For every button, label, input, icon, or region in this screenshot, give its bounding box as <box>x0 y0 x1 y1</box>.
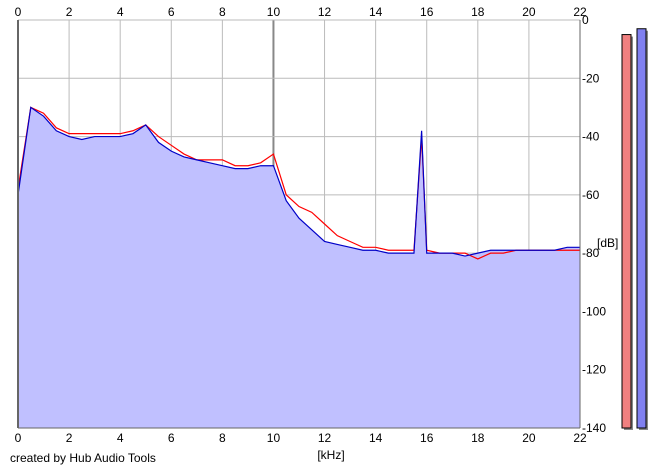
tick-labels: 002244668810101212141416161818202022220-… <box>15 5 607 445</box>
axes <box>17 20 581 429</box>
level-meters <box>621 28 648 430</box>
x-tick-bottom-10: 10 <box>267 431 281 445</box>
x-tick-bottom-14: 14 <box>369 431 383 445</box>
x-tick-top-22: 22 <box>573 5 587 19</box>
y-tick--60: -60 <box>582 188 600 202</box>
y-tick--100: -100 <box>582 304 606 318</box>
meter-bar-right <box>636 28 647 429</box>
x-tick-bottom-22: 22 <box>573 431 587 445</box>
x-tick-top-14: 14 <box>369 5 383 19</box>
series-lines <box>17 106 580 260</box>
x-tick-bottom-20: 20 <box>522 431 536 445</box>
spectrum-fill-area <box>18 107 580 428</box>
series-line-0 <box>17 106 580 260</box>
x-tick-bottom-2: 2 <box>66 431 73 445</box>
x-tick-top-16: 16 <box>420 5 434 19</box>
x-axis-label: [kHz] <box>317 448 344 462</box>
x-tick-bottom-12: 12 <box>318 431 332 445</box>
y-tick--140: -140 <box>582 421 606 435</box>
meter-bar-left <box>621 34 632 429</box>
x-tick-bottom-4: 4 <box>117 431 124 445</box>
x-tick-top-0: 0 <box>15 5 22 19</box>
x-tick-top-12: 12 <box>318 5 332 19</box>
y-tick--120: -120 <box>582 363 606 377</box>
y-tick-0: 0 <box>582 13 589 27</box>
x-tick-top-4: 4 <box>117 5 124 19</box>
x-tick-bottom-6: 6 <box>168 431 175 445</box>
x-tick-top-2: 2 <box>66 5 73 19</box>
x-tick-bottom-18: 18 <box>471 431 485 445</box>
x-tick-bottom-0: 0 <box>15 431 22 445</box>
x-tick-top-18: 18 <box>471 5 485 19</box>
x-tick-top-6: 6 <box>168 5 175 19</box>
series-line-1 <box>17 106 580 257</box>
y-tick--80: -80 <box>582 246 600 260</box>
y-axis-label: [dB] <box>597 236 618 250</box>
x-tick-bottom-16: 16 <box>420 431 434 445</box>
credit-text: created by Hub Audio Tools <box>10 451 156 465</box>
x-tick-top-8: 8 <box>219 5 226 19</box>
y-tick--40: -40 <box>582 130 600 144</box>
y-tick--20: -20 <box>582 71 600 85</box>
x-tick-top-20: 20 <box>522 5 536 19</box>
x-tick-top-10: 10 <box>267 5 281 19</box>
x-tick-bottom-8: 8 <box>219 431 226 445</box>
